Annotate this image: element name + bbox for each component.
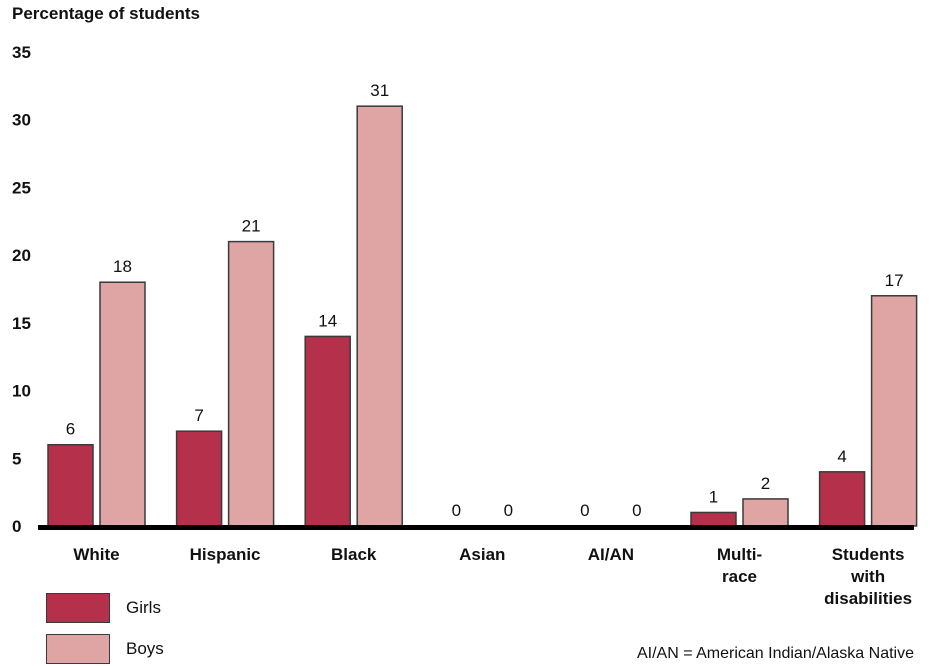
- y-tick-label: 20: [12, 246, 31, 265]
- category-label: White: [73, 545, 119, 564]
- category-label: Students with disabilities: [824, 545, 912, 608]
- bar-girls: [690, 511, 737, 527]
- legend-item-girls: Girls: [46, 593, 161, 623]
- abbreviation-note: AI/AN = American Indian/Alaska Native: [636, 645, 914, 662]
- legend-swatch-boys: [46, 634, 110, 664]
- bar-boys: [742, 498, 789, 527]
- y-tick-label: 10: [12, 382, 31, 401]
- bar-boys: [99, 281, 146, 527]
- y-tick-label: 0: [12, 517, 21, 536]
- bar-boys: [356, 105, 403, 527]
- category-label: AI/AN: [588, 545, 634, 564]
- data-label: 17: [885, 271, 904, 290]
- category-label: Black: [331, 545, 377, 564]
- data-label: 0: [580, 501, 589, 520]
- category-label: Multi-race: [717, 545, 762, 586]
- legend-item-boys: Boys: [46, 634, 164, 664]
- y-tick-label: 25: [12, 178, 31, 197]
- data-label: 4: [837, 447, 846, 466]
- data-label: 0: [504, 501, 513, 520]
- bar-girls: [175, 430, 223, 527]
- bar-boys: [227, 240, 275, 527]
- bar-girls: [47, 443, 94, 527]
- data-label: 31: [370, 81, 389, 100]
- y-tick-label: 5: [12, 449, 21, 468]
- data-label: 0: [632, 501, 641, 520]
- data-label: 1: [709, 487, 718, 506]
- legend-label-boys: Boys: [126, 639, 164, 658]
- bar-girls: [304, 335, 351, 527]
- x-axis-line: [38, 525, 914, 530]
- category-label: Hispanic: [190, 545, 261, 564]
- legend-swatch-girls: [46, 593, 110, 623]
- data-label: 7: [194, 406, 203, 425]
- data-label: 18: [113, 257, 132, 276]
- y-axis-title: Percentage of students: [12, 4, 200, 23]
- legend-label-girls: Girls: [126, 598, 161, 617]
- data-label: 21: [242, 217, 261, 236]
- data-label: 0: [452, 501, 461, 520]
- y-tick-label: 35: [12, 43, 31, 62]
- bar-girls: [818, 471, 866, 527]
- category-label: Asian: [459, 545, 505, 564]
- data-label: 2: [761, 474, 770, 493]
- y-tick-label: 15: [12, 314, 31, 333]
- y-tick-label: 30: [12, 111, 31, 130]
- bar-boys: [870, 295, 918, 527]
- data-label: 14: [318, 311, 337, 330]
- data-label: 6: [66, 420, 75, 439]
